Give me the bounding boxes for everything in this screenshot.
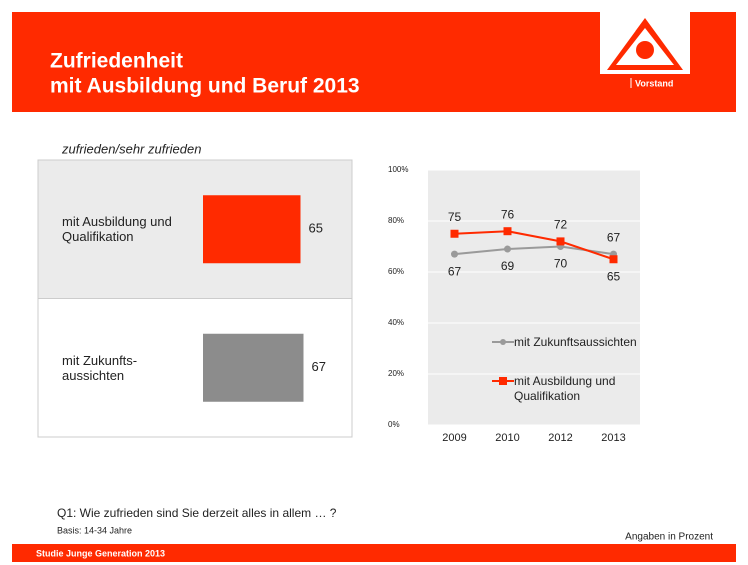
x-tick-label: 2012 [548,432,572,444]
unit-note: Angaben in Prozent [625,532,713,543]
point [556,237,565,246]
value-label: 67 [312,359,326,374]
legend-label: mit Zukunftsaussichten [514,335,637,349]
point [609,255,618,264]
value-label: 65 [607,269,621,283]
title-line: Zufriedenheit [50,50,183,73]
y-tick-label: 60% [388,267,404,276]
value-label: 70 [554,257,568,271]
bar [203,195,301,264]
series-line [454,230,614,261]
footer-study: Studie Junge Generation 2013 [36,548,165,558]
point [450,229,459,238]
value-label: 65 [309,221,323,236]
value-label: 76 [501,207,515,221]
value-label: 69 [501,259,515,273]
value-label: 67 [607,230,621,244]
bar [203,333,304,402]
point [504,245,511,253]
logo-text: Vorstand [635,78,673,88]
point [503,227,512,236]
question: Q1: Wie zufrieden sind Sie derzeit alles… [57,506,337,520]
logo-mark [636,41,654,59]
y-tick-label: 20% [388,369,404,378]
plot-area [428,170,640,425]
legend-marker [499,377,507,385]
legend-label: mit Ausbildung und Qualifikation [514,374,616,403]
y-tick-label: 0% [388,420,400,429]
y-tick-label: 80% [388,216,404,225]
value-label: 67 [448,264,462,278]
chart-subtitle: zufrieden/sehr zufrieden [61,141,201,156]
footer-band [12,544,736,562]
value-label: 72 [554,218,568,232]
y-tick-label: 40% [388,318,404,327]
y-tick-label: 100% [388,165,408,174]
value-label: 75 [448,210,462,224]
category-label: mit Ausbildung und Qualifikation [62,214,172,245]
x-tick-label: 2009 [442,432,466,444]
point [451,250,458,258]
legend-marker [500,339,506,345]
basis: Basis: 14-34 Jahre [57,525,132,535]
category-label: mit Zukunfts-aussichten [62,352,138,383]
x-tick-label: 2013 [601,432,625,444]
x-tick-label: 2010 [495,432,519,444]
title-line: mit Ausbildung und Beruf 2013 [50,75,360,98]
